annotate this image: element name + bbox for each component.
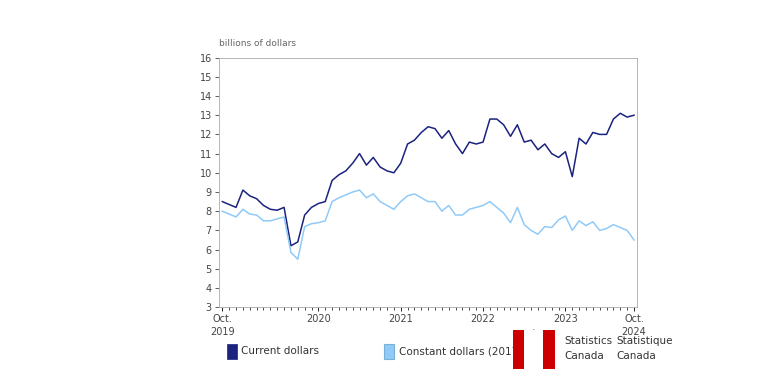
Text: billions of dollars: billions of dollars bbox=[219, 39, 296, 48]
Text: Canada: Canada bbox=[564, 351, 604, 361]
Text: Current dollars: Current dollars bbox=[241, 346, 319, 356]
Polygon shape bbox=[527, 329, 541, 357]
Text: Statistique: Statistique bbox=[616, 336, 673, 346]
Text: Statistics: Statistics bbox=[564, 336, 612, 346]
Text: Constant dollars (2017): Constant dollars (2017) bbox=[399, 346, 521, 356]
Polygon shape bbox=[532, 352, 535, 367]
Text: Canada: Canada bbox=[616, 351, 656, 361]
